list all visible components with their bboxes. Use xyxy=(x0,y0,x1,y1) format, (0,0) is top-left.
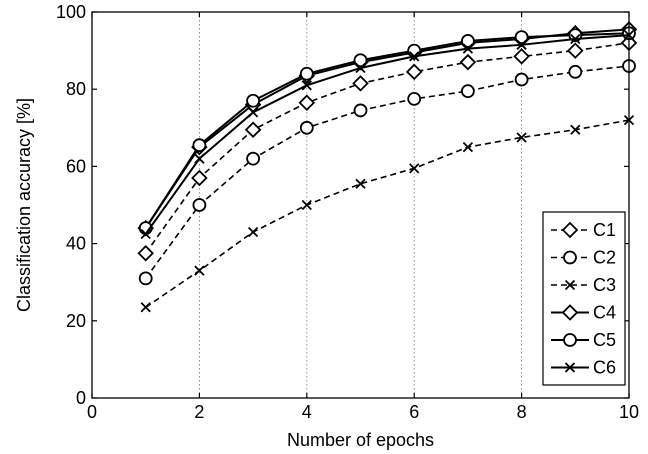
legend: C1 C2 C3 C4 C5 C6 xyxy=(542,211,626,386)
data-point-c1 xyxy=(191,169,208,187)
y-tick-label: 80 xyxy=(66,79,86,99)
data-point-c6 xyxy=(247,107,259,118)
plot-frame xyxy=(91,11,630,399)
data-point-c3 xyxy=(570,124,581,135)
data-point-c1 xyxy=(405,63,423,81)
series-c2 xyxy=(138,59,636,286)
x-tick-label: 0 xyxy=(87,402,97,422)
data-point-c5 xyxy=(246,93,261,108)
x-tick-label: 8 xyxy=(517,402,527,422)
legend-item-c3: C3 xyxy=(551,275,616,295)
x-tick-label: 4 xyxy=(302,402,312,422)
legend-box xyxy=(542,211,626,386)
legend-label: C6 xyxy=(593,358,616,378)
legend-label: C1 xyxy=(593,220,616,240)
y-tick-label: 60 xyxy=(66,156,86,176)
data-point-c6 xyxy=(301,80,312,91)
data-point-c3 xyxy=(140,302,151,313)
legend-marker xyxy=(561,304,579,321)
data-point-c2 xyxy=(138,271,153,286)
data-point-c6 xyxy=(516,39,527,50)
series-line-c1 xyxy=(145,42,630,254)
data-point-c1 xyxy=(244,121,262,139)
legend-item-c6: C6 xyxy=(551,358,616,378)
data-point-c1 xyxy=(298,94,316,111)
data-point-c1 xyxy=(459,53,477,71)
data-point-c5 xyxy=(460,34,475,48)
data-point-c5 xyxy=(353,53,368,68)
x-tick-label: 2 xyxy=(194,402,204,422)
data-point-c2 xyxy=(353,103,368,118)
data-point-c6 xyxy=(140,228,151,240)
data-point-c2 xyxy=(568,64,583,79)
data-point-c3 xyxy=(409,163,420,174)
legend-label: C2 xyxy=(593,248,616,268)
x-tick-label: 10 xyxy=(619,402,639,422)
series-line-c5 xyxy=(144,32,630,229)
x-tick-label: 6 xyxy=(409,402,419,422)
data-point-c3 xyxy=(355,178,366,189)
y-axis-title: Classification accuracy [%] xyxy=(14,98,34,312)
series-c4 xyxy=(137,21,638,237)
series-layer xyxy=(137,21,638,313)
legend-item-c5: C5 xyxy=(551,330,616,350)
data-point-c2 xyxy=(192,198,207,212)
data-point-c2 xyxy=(514,72,529,87)
data-point-c1 xyxy=(513,48,530,65)
data-point-c2 xyxy=(460,84,475,99)
legend-label: C3 xyxy=(593,275,616,295)
y-tick-label: 100 xyxy=(56,2,86,22)
data-point-c5 xyxy=(192,138,207,153)
legend-label: C5 xyxy=(593,330,616,350)
y-tick-label: 40 xyxy=(66,234,86,254)
data-point-c1 xyxy=(567,42,584,59)
series-c6 xyxy=(140,30,635,240)
data-point-c3 xyxy=(516,132,527,143)
data-point-c3 xyxy=(194,265,205,276)
series-c3 xyxy=(140,114,635,313)
data-point-c2 xyxy=(246,151,261,166)
data-point-c1 xyxy=(137,244,154,262)
legend-marker xyxy=(564,362,576,373)
data-point-c5 xyxy=(514,30,529,44)
legend-item-c4: C4 xyxy=(551,303,616,323)
data-point-c6 xyxy=(570,33,581,45)
data-point-c2 xyxy=(407,91,422,106)
data-point-c6 xyxy=(409,51,420,62)
data-point-c2 xyxy=(299,120,314,135)
data-point-c6 xyxy=(194,153,205,164)
data-point-c6 xyxy=(462,43,474,54)
series-line-c2 xyxy=(145,65,630,279)
legend-marker xyxy=(563,333,577,347)
legend-item-c1: C1 xyxy=(551,220,616,240)
legend-item-c2: C2 xyxy=(551,248,616,268)
series-line-c3 xyxy=(145,119,630,308)
legend-marker xyxy=(561,221,579,239)
data-point-c1 xyxy=(352,75,369,92)
legend-marker xyxy=(564,279,576,291)
series-line-c6 xyxy=(144,34,630,235)
x-axis-title: Number of epochs xyxy=(287,430,434,450)
legend-marker xyxy=(563,250,577,265)
data-point-c5 xyxy=(299,66,314,81)
y-tick-label: 20 xyxy=(66,311,86,331)
data-point-c3 xyxy=(462,141,474,153)
legend-label: C4 xyxy=(593,303,616,323)
data-point-c3 xyxy=(247,226,259,238)
data-point-c6 xyxy=(355,62,366,74)
data-point-c3 xyxy=(301,199,312,211)
series-c1 xyxy=(137,34,638,262)
y-tick-label: 0 xyxy=(76,388,86,408)
